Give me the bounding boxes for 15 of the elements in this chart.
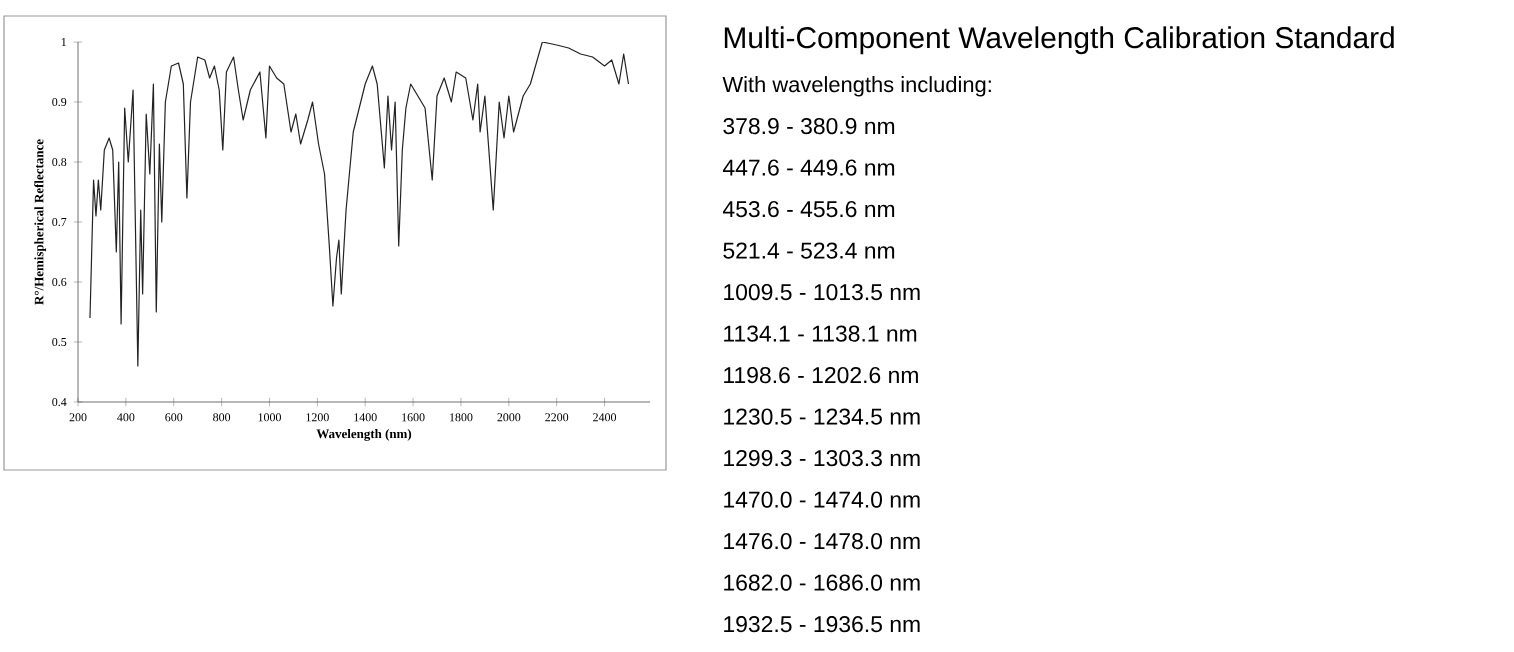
text: 1932.5 - 1936.5 nm — [724, 616, 920, 633]
text: Multi-Component Wavelength Calibration Standard — [724, 26, 1394, 55]
text: 1682.0 - 1686.0 nm — [724, 574, 920, 591]
text: 1470.0 - 1474.0 nm — [724, 491, 920, 508]
text: 378.9 - 380.9 nm — [723, 117, 895, 135]
text: 1230.5 - 1234.5 nm — [724, 408, 920, 425]
text: 447.6 - 449.6 nm — [722, 159, 895, 176]
text: 521.4 - 523.4 nm — [723, 242, 895, 259]
text: 1299.3 - 1303.3 nm — [724, 450, 920, 467]
text: 1198.6 - 1202.6 nm — [724, 367, 918, 384]
text: 1134.1 - 1138.1 nm — [724, 325, 917, 342]
text: 1476.0 - 1478.0 nm — [724, 533, 920, 550]
text: 1009.5 - 1013.5 nm — [724, 283, 920, 301]
text: 453.6 - 455.6 nm — [722, 200, 895, 218]
text: With wavelengths including: — [722, 76, 991, 97]
